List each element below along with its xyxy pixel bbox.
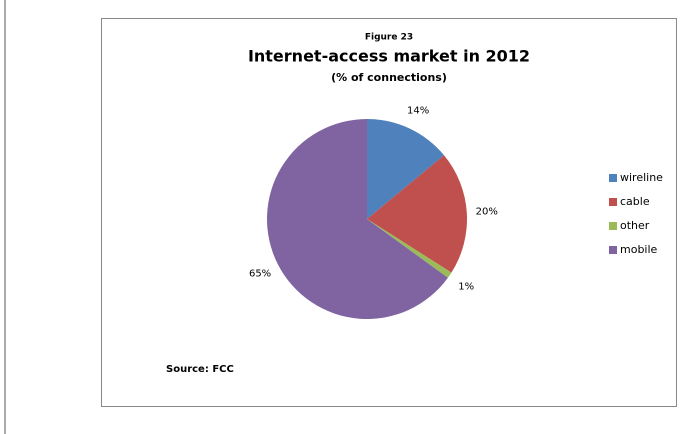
chart-title: Internet-access market in 2012 xyxy=(248,47,530,66)
legend-swatch xyxy=(609,246,617,254)
pie-slice xyxy=(367,119,445,219)
data-label: 14% xyxy=(407,105,429,116)
legend-swatch xyxy=(609,222,617,230)
legend-label: other xyxy=(620,219,650,232)
pie-slice xyxy=(367,219,452,278)
legend-swatch xyxy=(609,174,617,182)
data-label: 1% xyxy=(458,281,474,292)
data-label: 65% xyxy=(249,268,271,279)
legend-swatch xyxy=(609,198,617,206)
pie-slice xyxy=(266,119,448,319)
legend-label: wireline xyxy=(620,171,663,184)
figure-label: Figure 23 xyxy=(365,33,413,43)
pie-slice xyxy=(367,155,467,273)
legend-label: cable xyxy=(620,195,650,208)
source-note: Source: FCC xyxy=(166,364,234,375)
chart-subtitle: (% of connections) xyxy=(331,71,447,84)
data-label: 20% xyxy=(476,206,498,217)
legend-label: mobile xyxy=(620,243,658,256)
